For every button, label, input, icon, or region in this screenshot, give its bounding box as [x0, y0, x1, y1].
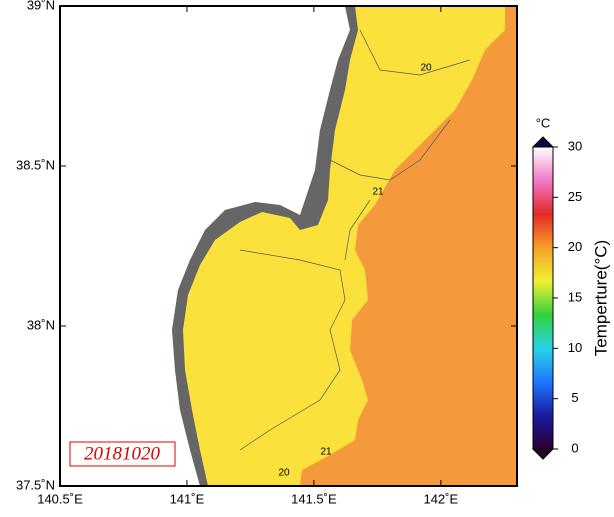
- x-tick-label: 141.5˚E: [291, 491, 337, 506]
- coastline: [172, 6, 358, 486]
- x-tick-label: 142˚E: [423, 491, 458, 506]
- y-tick-label: 38˚N: [27, 317, 55, 332]
- colorbar-tick-label: 30: [568, 138, 582, 153]
- colorbar-tick-label: 15: [568, 289, 582, 304]
- colorbar-title: Temperture(°C): [591, 240, 610, 356]
- map-area: [60, 6, 517, 486]
- date-box: [69, 441, 176, 467]
- map-frame: [59, 5, 518, 487]
- contour-label: 20: [420, 63, 432, 74]
- y-tick-label: 39˚N: [27, 0, 55, 12]
- contour-label: 21: [320, 447, 332, 458]
- land: [60, 6, 350, 486]
- x-tick-label: 141˚E: [170, 491, 205, 506]
- colorbar-unit: °C: [536, 115, 551, 130]
- contour-label: 21: [372, 187, 384, 198]
- contour-line: [239, 29, 471, 451]
- colorbar: [532, 146, 554, 450]
- y-tick-label: 37.5˚N: [16, 477, 55, 492]
- colorbar-tick-label: 0: [571, 440, 578, 455]
- y-tick-label: 38.5˚N: [16, 157, 55, 172]
- colorbar-tick-label: 5: [571, 390, 578, 405]
- x-tick-label: 140.5˚E: [37, 491, 83, 506]
- colorbar-min-arrow: [531, 448, 555, 460]
- contour-label: 20: [278, 468, 290, 479]
- colorbar-tick-label: 20: [568, 239, 582, 254]
- date-label: 20181020: [84, 443, 161, 464]
- colorbar-tick-label: 10: [568, 340, 582, 355]
- colorbar-max-arrow: [531, 136, 555, 148]
- colorbar-tick-label: 25: [568, 189, 582, 204]
- sea-offshore: [300, 6, 517, 486]
